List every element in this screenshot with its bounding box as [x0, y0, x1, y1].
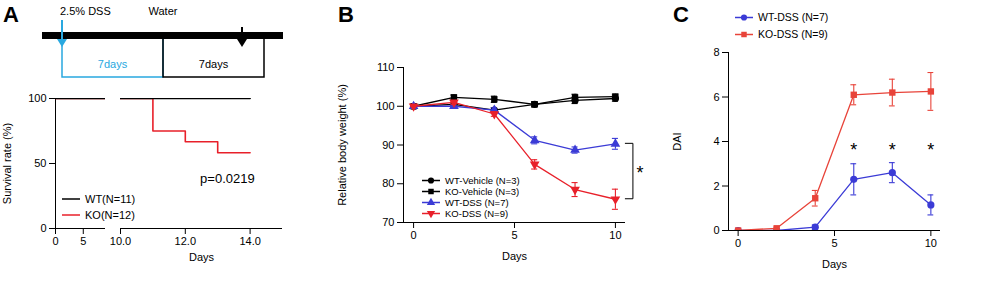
svg-text:10: 10 — [609, 229, 621, 241]
svg-text:0: 0 — [411, 229, 417, 241]
svg-text:0: 0 — [52, 235, 58, 247]
svg-text:*: * — [850, 140, 857, 160]
svg-text:5: 5 — [511, 229, 517, 241]
svg-text:Water: Water — [149, 5, 178, 17]
svg-text:5: 5 — [80, 235, 86, 247]
svg-text:KO-DSS (N=9): KO-DSS (N=9) — [445, 208, 508, 219]
svg-text:WT-DSS (N=7): WT-DSS (N=7) — [758, 11, 828, 23]
svg-text:100: 100 — [376, 100, 394, 112]
svg-text:7days: 7days — [199, 58, 229, 70]
svg-text:0: 0 — [40, 222, 46, 234]
svg-text:DAI: DAI — [671, 132, 683, 150]
svg-text:90: 90 — [382, 139, 394, 151]
svg-text:2: 2 — [713, 180, 719, 192]
svg-text:p=0.0219: p=0.0219 — [200, 171, 255, 186]
svg-text:6: 6 — [713, 91, 719, 103]
svg-text:14.0: 14.0 — [239, 235, 260, 247]
svg-text:*: * — [889, 140, 896, 160]
svg-text:100: 100 — [28, 92, 46, 104]
svg-text:10: 10 — [925, 237, 937, 249]
svg-text:0: 0 — [713, 224, 719, 236]
svg-text:80: 80 — [382, 177, 394, 189]
svg-text:2.5% DSS: 2.5% DSS — [60, 5, 111, 17]
html-text:A: A — [3, 2, 19, 27]
svg-text:8: 8 — [713, 46, 719, 58]
svg-text:WT(N=11): WT(N=11) — [85, 193, 135, 205]
svg-text:10.0: 10.0 — [110, 235, 131, 247]
svg-text:50: 50 — [34, 157, 46, 169]
svg-text:110: 110 — [377, 61, 395, 73]
svg-text:KO-Vehicle (N=3): KO-Vehicle (N=3) — [445, 186, 519, 197]
svg-text:Survival rate (%): Survival rate (%) — [1, 123, 13, 204]
svg-text:Relative body weight (%): Relative body weight (%) — [336, 84, 348, 206]
svg-text:5: 5 — [831, 237, 837, 249]
svg-text:WT-DSS (N=7): WT-DSS (N=7) — [445, 197, 509, 208]
svg-text:Days: Days — [189, 251, 215, 263]
svg-text:*: * — [927, 140, 934, 160]
svg-text:*: * — [636, 163, 643, 183]
svg-text:70: 70 — [382, 216, 394, 228]
svg-text:WT-Vehicle (N=3): WT-Vehicle (N=3) — [445, 175, 520, 186]
svg-text:KO(N=12): KO(N=12) — [85, 209, 135, 221]
svg-text:KO-DSS (N=9): KO-DSS (N=9) — [758, 28, 828, 40]
svg-text:4: 4 — [713, 135, 719, 147]
svg-text:12.0: 12.0 — [175, 235, 196, 247]
svg-text:0: 0 — [735, 237, 741, 249]
html-text:C: C — [673, 2, 689, 27]
html-text:B: B — [338, 2, 354, 27]
svg-text:Days: Days — [822, 258, 848, 270]
svg-text:Days: Days — [502, 250, 528, 262]
svg-text:7days: 7days — [98, 58, 128, 70]
